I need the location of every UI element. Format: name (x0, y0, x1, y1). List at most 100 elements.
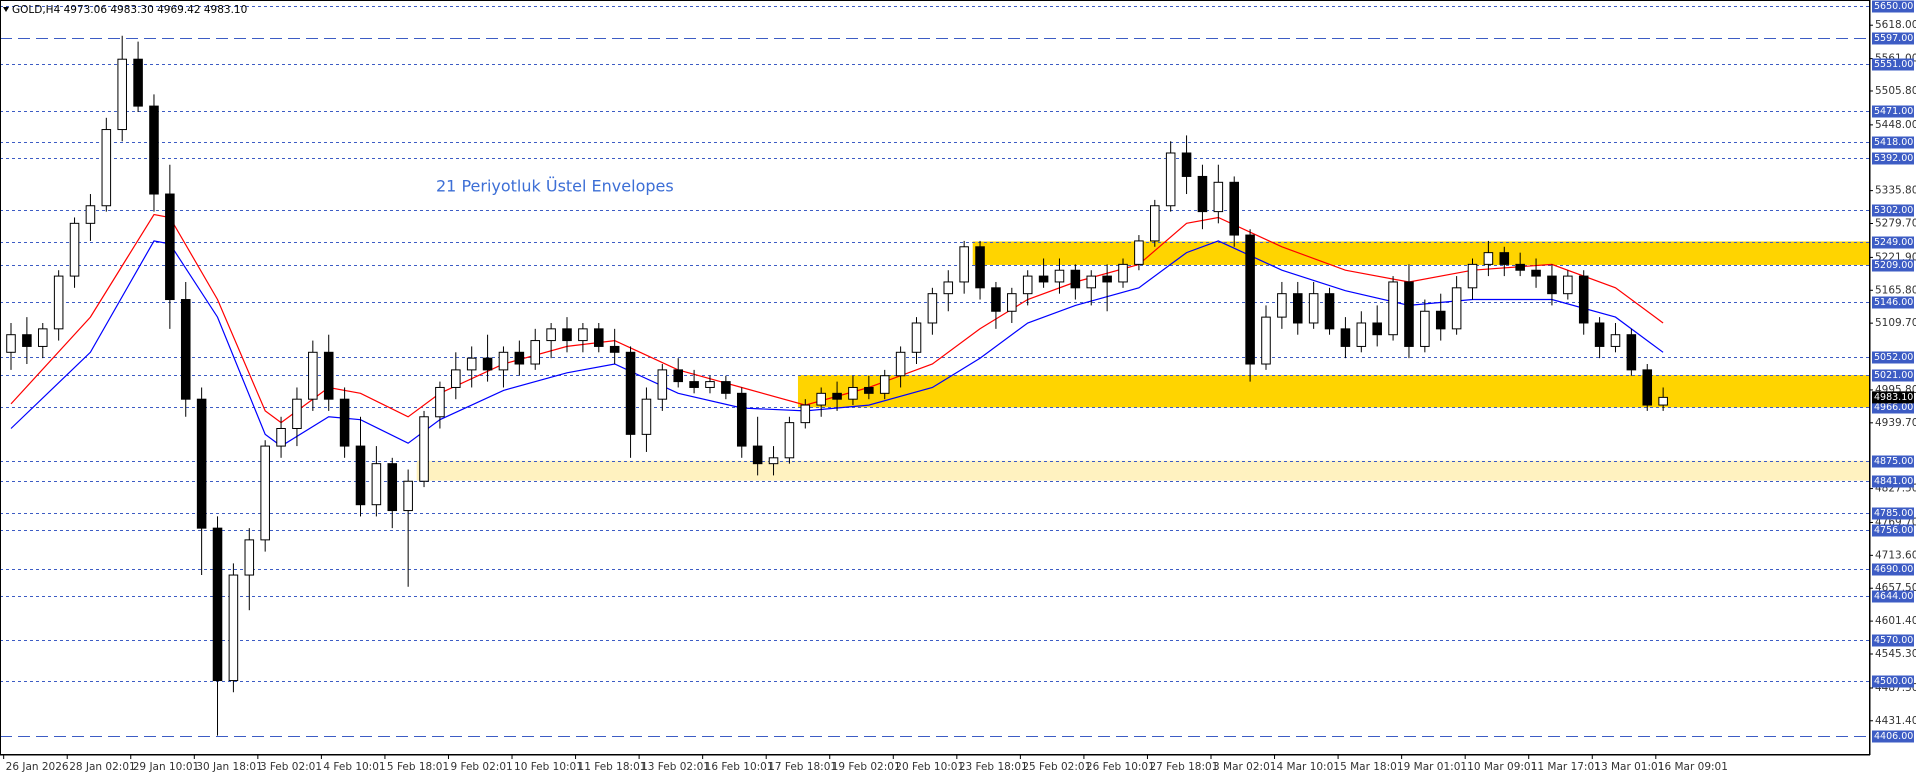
level-box (1872, 563, 1914, 576)
candle-body (339, 398, 350, 447)
candle-body (768, 457, 779, 465)
candle-body (1340, 328, 1351, 347)
x-tick-label: 3 Mar 02:01 (1213, 761, 1276, 773)
candle-body (736, 392, 747, 447)
y-tick-label: 5165.80 (1875, 284, 1916, 296)
x-tick-label: 30 Jan 18:01 (196, 761, 262, 773)
header: GOLD,H4 4973.06 4983.30 4969.42 4983.10 (12, 4, 247, 16)
level-label: 5551.00 (1874, 59, 1913, 70)
candle-body (657, 369, 668, 400)
candle-body (482, 357, 493, 371)
level-label: 4644.00 (1874, 591, 1913, 602)
level-box (1872, 32, 1914, 45)
level-label: 5021.00 (1874, 370, 1913, 381)
last-price-box (1872, 391, 1914, 404)
level-box (1872, 369, 1914, 382)
candle-body (546, 328, 556, 342)
zones (416, 241, 1870, 481)
x-tick-label: 26 Jan 2026 (6, 761, 69, 773)
x-tick-label: 9 Feb 02:01 (450, 761, 512, 773)
x-tick-label: 23 Feb 18:01 (959, 761, 1028, 773)
x-tick-label: 5 Mar 18:01 (1340, 761, 1403, 773)
y-tick-label: 4939.70 (1875, 417, 1916, 429)
candle-body (117, 58, 127, 131)
level-label: 5302.00 (1874, 205, 1913, 216)
candle-body (1118, 263, 1128, 283)
level-box (1872, 152, 1914, 165)
x-tick-label: 26 Feb 10:01 (1086, 761, 1155, 773)
candle-body (1420, 310, 1430, 347)
candle-body (196, 398, 207, 529)
level-label: 4570.00 (1874, 635, 1913, 646)
level-label: 5392.00 (1874, 153, 1913, 164)
candle-body (641, 398, 652, 435)
candle-body (1038, 275, 1049, 283)
candle-body (816, 392, 826, 406)
x-tick-label: 27 Feb 18:01 (1149, 761, 1218, 773)
candle-body (1642, 369, 1653, 406)
level-label: 5249.00 (1874, 237, 1913, 248)
candle-body (1356, 322, 1367, 347)
x-tick-label: 25 Feb 02:01 (1022, 761, 1091, 773)
candle-body (419, 416, 429, 482)
candle-body (276, 427, 286, 447)
candle-body (308, 351, 318, 400)
level-label: 4785.00 (1874, 508, 1913, 519)
candle-body (1435, 310, 1446, 330)
candle-body (387, 463, 398, 512)
y-tick-label: 5448.00 (1875, 119, 1916, 131)
level-box (1872, 401, 1914, 414)
level-box (1872, 58, 1914, 71)
y-tick-label: 5279.70 (1875, 218, 1916, 230)
level-label: 4406.00 (1874, 731, 1913, 742)
level-label: 4841.00 (1874, 476, 1913, 487)
candle-body (625, 351, 636, 435)
candle-body (1229, 181, 1239, 236)
y-tick-label: 4713.60 (1875, 549, 1916, 561)
candle-body (895, 351, 906, 377)
level-label: 4875.00 (1874, 456, 1913, 467)
candle-body (1324, 293, 1335, 330)
x-tick-label: 29 Jan 10:01 (133, 761, 199, 773)
level-label: 5209.00 (1874, 260, 1913, 271)
candle-body (1499, 252, 1510, 265)
candle-body (1610, 334, 1621, 347)
candle-body (1372, 322, 1382, 336)
candle-body (911, 322, 922, 353)
candle-body (435, 386, 445, 418)
candle-body (1451, 287, 1462, 330)
candle-body (53, 275, 64, 330)
y-tick-label: 5618.00 (1875, 19, 1916, 31)
envelopes (10, 213, 1664, 447)
candle-body (1054, 269, 1065, 283)
level-box (1872, 204, 1914, 217)
candle-body (879, 375, 890, 394)
candle-body (371, 463, 382, 506)
level-label: 4500.00 (1874, 676, 1913, 687)
x-tick-label: 4 Mar 10:01 (1277, 761, 1340, 773)
x-tick-label: 10 Mar 09:01 (1467, 761, 1537, 773)
candle-body (705, 381, 715, 388)
level-label: 5146.00 (1874, 297, 1913, 308)
level-box (1872, 136, 1914, 149)
candle-body (991, 287, 1001, 312)
level-label: 5597.00 (1874, 33, 1913, 44)
candle-body (975, 246, 985, 289)
candle-body (594, 328, 604, 347)
candle-body (1134, 240, 1144, 265)
candle-body (403, 480, 413, 512)
levels (0, 6, 1870, 737)
candle-body (752, 445, 763, 465)
level-box (1872, 730, 1914, 743)
candle-body (149, 105, 159, 195)
candle-body (37, 328, 48, 347)
x-tick-label: 3 Feb 02:01 (260, 761, 322, 773)
candle-body (22, 334, 32, 347)
candles (6, 35, 1668, 736)
candle-body (1658, 396, 1668, 406)
level-box (1872, 634, 1914, 647)
level-label: 5418.00 (1874, 137, 1913, 148)
candle-body (1086, 275, 1097, 289)
level-box (1872, 105, 1914, 118)
